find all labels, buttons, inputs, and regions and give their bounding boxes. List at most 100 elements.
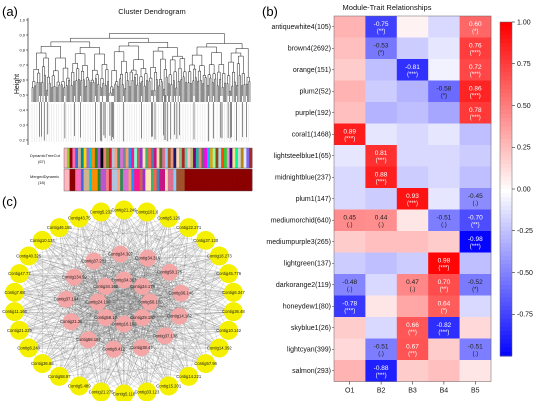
bar2-segment xyxy=(235,169,239,191)
network-outer-node xyxy=(69,376,89,396)
panel-b-letter: (b) xyxy=(262,4,278,19)
colorbar-segment xyxy=(500,318,512,324)
bar2-label: MergedDynamic xyxy=(30,174,59,179)
bar2-segment xyxy=(243,169,247,191)
heatmap-cell-value: -0.98 xyxy=(468,236,483,243)
network-hub-node xyxy=(156,327,174,345)
heatmap-cell-significance: (.) xyxy=(441,223,447,229)
network-outer-node-label: Contig21.249 xyxy=(112,207,138,212)
network-hub-node xyxy=(115,271,133,289)
bar2-segment xyxy=(181,169,186,191)
heatmap-cell xyxy=(396,16,429,38)
bar1-segment xyxy=(204,148,208,168)
heatmap-cell xyxy=(428,274,460,296)
bar2-segment xyxy=(86,169,90,191)
heatmap-cell xyxy=(428,59,460,81)
heatmap-cell-value: 0.44 xyxy=(375,215,388,222)
network-outer-node xyxy=(179,218,199,238)
network-outer-node xyxy=(223,282,243,302)
colorbar-segment xyxy=(500,189,512,194)
network-hub-node-label: Contig21.28 xyxy=(60,319,83,324)
heatmap-cell xyxy=(396,188,429,210)
bar2-segment xyxy=(108,169,113,191)
bar2-segment xyxy=(100,169,104,191)
dendrogram-title: Cluster Dendrogram xyxy=(118,7,186,16)
heatmap-row-label: honeydew1(80) xyxy=(283,304,331,311)
colorbar-segment xyxy=(500,30,512,36)
network-outer-node xyxy=(19,246,39,266)
heatmap-cell-significance: (***) xyxy=(470,94,481,100)
dendrogram-ytick-label: 0.9 xyxy=(19,32,25,37)
colorbar-segment xyxy=(500,347,512,353)
heatmap-cell xyxy=(428,252,460,275)
heatmap-cell-value: 0.66 xyxy=(406,322,419,329)
colorbar-segment xyxy=(500,255,512,261)
network-hub-node xyxy=(57,290,75,308)
network-outer-node xyxy=(5,282,25,302)
bar2-segment xyxy=(80,169,85,191)
heatmap-cell-value: -0.45 xyxy=(468,193,483,200)
colorbar-segment xyxy=(500,63,512,69)
heatmap-row-label: plum1(147) xyxy=(296,196,331,203)
colorbar-segment xyxy=(500,326,512,332)
network-outer-node xyxy=(196,230,216,250)
heatmap-cell xyxy=(459,166,492,189)
colorbar-segment xyxy=(500,80,512,86)
bar1-segment xyxy=(100,148,104,168)
colorbar-segment xyxy=(500,335,512,340)
heatmap-cell xyxy=(365,102,398,124)
colorbar-segment xyxy=(500,184,512,190)
heatmap-cell xyxy=(365,317,398,339)
heatmap-cell-significance: (*) xyxy=(378,51,384,57)
heatmap-cell-value: 0.86 xyxy=(469,86,482,93)
heatmap-row-label: mediumorchid(640) xyxy=(271,218,331,225)
heatmap-cell xyxy=(459,231,492,253)
bar2-segment xyxy=(226,169,230,191)
heatmap-column-label: O1 xyxy=(345,388,354,395)
heatmap-cell xyxy=(365,231,398,253)
heatmap-cell xyxy=(334,16,366,38)
colorbar-segment xyxy=(500,280,512,286)
bar1-segment xyxy=(221,148,225,168)
network-outer-node-label: Contig7.88 xyxy=(4,290,25,295)
bar2-segment xyxy=(122,169,127,191)
bar1-segment xyxy=(69,148,73,168)
heatmap-cell xyxy=(428,209,460,232)
network-outer-node-label: Contig47.77 xyxy=(8,271,31,276)
network-outer-node xyxy=(91,382,111,401)
heatmap-cell xyxy=(428,37,460,60)
network-hub-node-label: Contig37.138 xyxy=(153,333,179,338)
heatmap-row-label: mediumpurple3(265) xyxy=(266,239,331,246)
colorbar-segment xyxy=(500,289,512,294)
bar2-segment xyxy=(134,169,138,191)
heatmap-cell xyxy=(334,37,366,60)
colorbar-segment xyxy=(500,226,512,232)
colorbar-segment xyxy=(500,113,512,119)
bar2-segment xyxy=(215,169,219,191)
dendrogram-ylabel: Height xyxy=(14,74,21,94)
heatmap-cell-value: -0.82 xyxy=(436,322,451,329)
heatmap-cell xyxy=(428,102,460,124)
heatmap-cell xyxy=(334,188,366,210)
network-outer-node-label: Contig11.166 xyxy=(2,309,27,314)
colorbar-segment xyxy=(500,314,512,319)
heatmap-cell-significance: (.) xyxy=(410,287,416,293)
colorbar-segment xyxy=(500,118,512,123)
colorbar-segment xyxy=(500,176,512,182)
bar2-segment xyxy=(190,169,194,191)
network-hub-node xyxy=(97,309,115,327)
heatmap-cell-value: -0.48 xyxy=(342,279,357,286)
network-outer-node-label: Contig37.130 xyxy=(193,238,219,243)
network-outer-node-label: Contig10.134 xyxy=(30,238,56,243)
heatmap-cell xyxy=(459,338,492,361)
network-outer-node-label: Contig5.126 xyxy=(157,215,180,220)
dendrogram-ytick-label: 1.0 xyxy=(19,17,25,22)
network-outer-node-label: Contig57.96 xyxy=(194,361,217,366)
colorbar-segment xyxy=(500,330,512,336)
bar1-segment xyxy=(89,148,93,168)
bar2-segment xyxy=(97,169,101,191)
heatmap-cell xyxy=(428,145,460,167)
network-hub-node xyxy=(132,339,150,357)
network-outer-node xyxy=(5,302,25,322)
heatmap-cell xyxy=(396,209,429,232)
